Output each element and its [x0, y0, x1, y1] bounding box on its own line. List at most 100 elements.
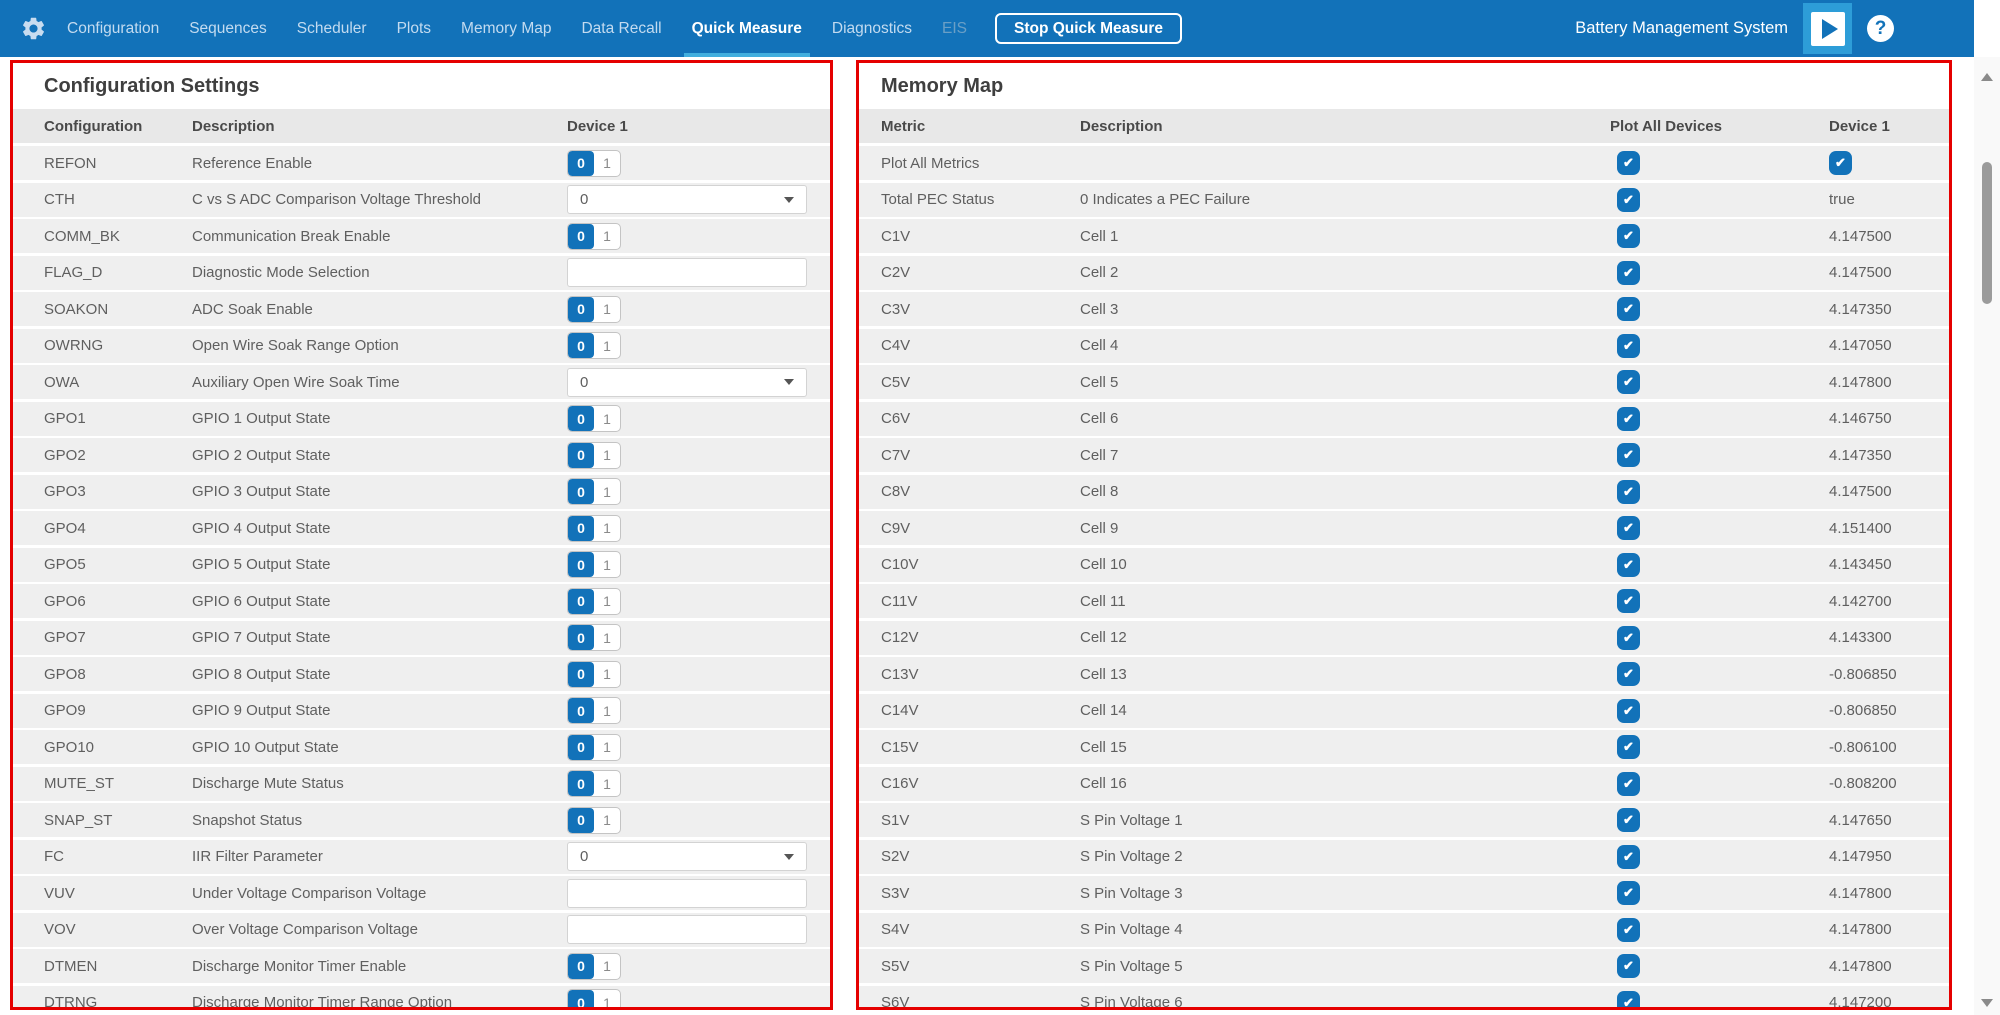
toggle-option-1[interactable]: 1	[603, 556, 611, 573]
toggle-option-0[interactable]: 0	[568, 150, 594, 176]
device1-cell: 4.147200	[1829, 994, 1949, 1007]
toggle-option-0[interactable]: 0	[568, 552, 594, 577]
memory-row-c15v: C15V Cell 15 ✔ -0.806100	[859, 730, 1949, 764]
toggle-option-1[interactable]: 1	[603, 739, 611, 755]
nav-item-data-recall[interactable]: Data Recall	[581, 19, 662, 37]
config-row-GPO8: GPO8 GPIO 8 Output State 0 1	[13, 657, 830, 691]
select-CTH[interactable]: 0	[567, 185, 807, 214]
checkbox-checked[interactable]: ✔	[1617, 698, 1640, 723]
nav-item-plots[interactable]: Plots	[396, 19, 432, 37]
checkbox-checked[interactable]: ✔	[1617, 917, 1640, 942]
nav-item-scheduler[interactable]: Scheduler	[296, 19, 367, 37]
checkbox-checked[interactable]: ✔	[1617, 443, 1640, 467]
checkbox-checked[interactable]: ✔	[1617, 370, 1640, 394]
run-button[interactable]	[1803, 3, 1852, 54]
scroll-up-arrow-icon[interactable]	[1981, 73, 1993, 81]
select-OWA[interactable]: 0	[567, 367, 807, 397]
memory-row-c1v: C1V Cell 1 ✔ 4.147500	[859, 219, 1949, 253]
checkbox-checked[interactable]: ✔	[1617, 151, 1640, 175]
toggle-option-0[interactable]: 0	[568, 953, 594, 979]
toggle-option-0[interactable]: 0	[568, 990, 594, 1007]
toggle-option-0[interactable]: 0	[568, 333, 594, 358]
toggle-option-1[interactable]: 1	[603, 958, 611, 974]
device1-value: 4.147950	[1829, 848, 1892, 865]
checkbox-checked[interactable]: ✔	[1617, 479, 1640, 504]
nav-item-sequences[interactable]: Sequences	[189, 19, 267, 37]
checkbox-checked[interactable]: ✔	[1617, 260, 1640, 285]
toggle-option-1[interactable]: 1	[603, 337, 611, 354]
checkbox-checked[interactable]: ✔	[1617, 990, 1640, 1007]
toggle-option-0[interactable]: 0	[568, 661, 594, 687]
config-name: GPO6	[44, 592, 86, 610]
checkbox-checked[interactable]: ✔	[1829, 151, 1852, 175]
toggle-option-1[interactable]: 1	[603, 520, 611, 536]
toggle-option-0[interactable]: 0	[568, 588, 594, 614]
toggle-option-1[interactable]: 1	[603, 775, 611, 792]
toggle-option-0[interactable]: 0	[568, 771, 594, 796]
config-row-DTMEN: DTMEN Discharge Monitor Timer Enable 0 1	[13, 949, 830, 983]
checkbox-checked[interactable]: ✔	[1617, 662, 1640, 686]
settings-gear-icon[interactable]	[20, 15, 47, 42]
nav-item-quick-measure[interactable]: Quick Measure	[683, 0, 811, 57]
toggle-option-0[interactable]: 0	[568, 223, 594, 249]
checkbox-checked[interactable]: ✔	[1617, 589, 1640, 613]
plot-all-devices-cell: ✔	[1610, 844, 1829, 869]
stop-quick-measure-button[interactable]: Stop Quick Measure	[994, 13, 1182, 44]
metric-description: Cell 11	[1080, 592, 1126, 610]
toggle-option-0[interactable]: 0	[568, 406, 594, 431]
device1-value: 4.147350	[1829, 446, 1892, 464]
scroll-down-arrow-icon[interactable]	[1981, 999, 1993, 1007]
config-name: DTMEN	[44, 957, 98, 975]
checkbox-checked[interactable]: ✔	[1617, 224, 1640, 248]
toggle-option-0[interactable]: 0	[568, 698, 594, 723]
checkbox-checked[interactable]: ✔	[1617, 844, 1640, 869]
checkbox-checked[interactable]: ✔	[1617, 808, 1640, 832]
toggle-option-1[interactable]: 1	[603, 155, 611, 171]
device1-cell: -0.806100	[1829, 739, 1949, 756]
checkbox-checked[interactable]: ✔	[1617, 625, 1640, 650]
metric-name: C6V	[881, 410, 911, 427]
checkbox-checked[interactable]: ✔	[1617, 881, 1640, 905]
checkbox-checked[interactable]: ✔	[1617, 954, 1640, 978]
help-icon[interactable]: ?	[1867, 15, 1894, 42]
vertical-scrollbar[interactable]	[1974, 57, 2000, 1015]
toggle-option-1[interactable]: 1	[603, 593, 611, 609]
toggle-option-1[interactable]: 1	[603, 994, 611, 1010]
checkbox-checked[interactable]: ✔	[1617, 516, 1640, 540]
toggle-option-1[interactable]: 1	[603, 410, 611, 427]
config-control-cell	[567, 878, 820, 908]
toggle-option-0[interactable]: 0	[568, 296, 594, 322]
nav-item-configuration[interactable]: Configuration	[67, 19, 160, 37]
checkbox-checked[interactable]: ✔	[1617, 406, 1640, 431]
toggle-option-1[interactable]: 1	[603, 301, 611, 317]
config-description: Over Voltage Comparison Voltage	[192, 921, 418, 938]
toggle-option-1[interactable]: 1	[603, 666, 611, 682]
nav-item-memory-map[interactable]: Memory Map	[461, 19, 552, 37]
input-VUV[interactable]	[567, 878, 807, 908]
nav-item-diagnostics[interactable]: Diagnostics	[831, 19, 912, 37]
toggle-option-0[interactable]: 0	[568, 625, 594, 650]
checkbox-checked[interactable]: ✔	[1617, 771, 1640, 796]
toggle-option-0[interactable]: 0	[568, 807, 594, 833]
toggle-option-0[interactable]: 0	[568, 479, 594, 504]
input-VOV[interactable]	[567, 915, 807, 944]
select-FC[interactable]: 0	[567, 842, 807, 871]
toggle-option-1[interactable]: 1	[603, 629, 611, 646]
toggle-option-1[interactable]: 1	[603, 483, 611, 500]
checkbox-checked[interactable]: ✔	[1617, 552, 1640, 577]
toggle-option-1[interactable]: 1	[603, 447, 611, 463]
plot-all-devices-cell: ✔	[1610, 516, 1829, 540]
toggle-option-0[interactable]: 0	[568, 734, 594, 760]
checkbox-checked[interactable]: ✔	[1617, 333, 1640, 358]
toggle-option-0[interactable]: 0	[568, 515, 594, 541]
toggle-option-1[interactable]: 1	[603, 812, 611, 828]
scrollbar-thumb[interactable]	[1982, 162, 1992, 304]
checkbox-checked[interactable]: ✔	[1617, 187, 1640, 212]
input-FLAG_D[interactable]	[567, 258, 807, 287]
checkbox-checked[interactable]: ✔	[1617, 735, 1640, 759]
toggle-option-1[interactable]: 1	[603, 702, 611, 719]
toggle-option-1[interactable]: 1	[603, 228, 611, 244]
toggle-option-0[interactable]: 0	[568, 442, 594, 468]
checkbox-checked[interactable]: ✔	[1617, 297, 1640, 321]
